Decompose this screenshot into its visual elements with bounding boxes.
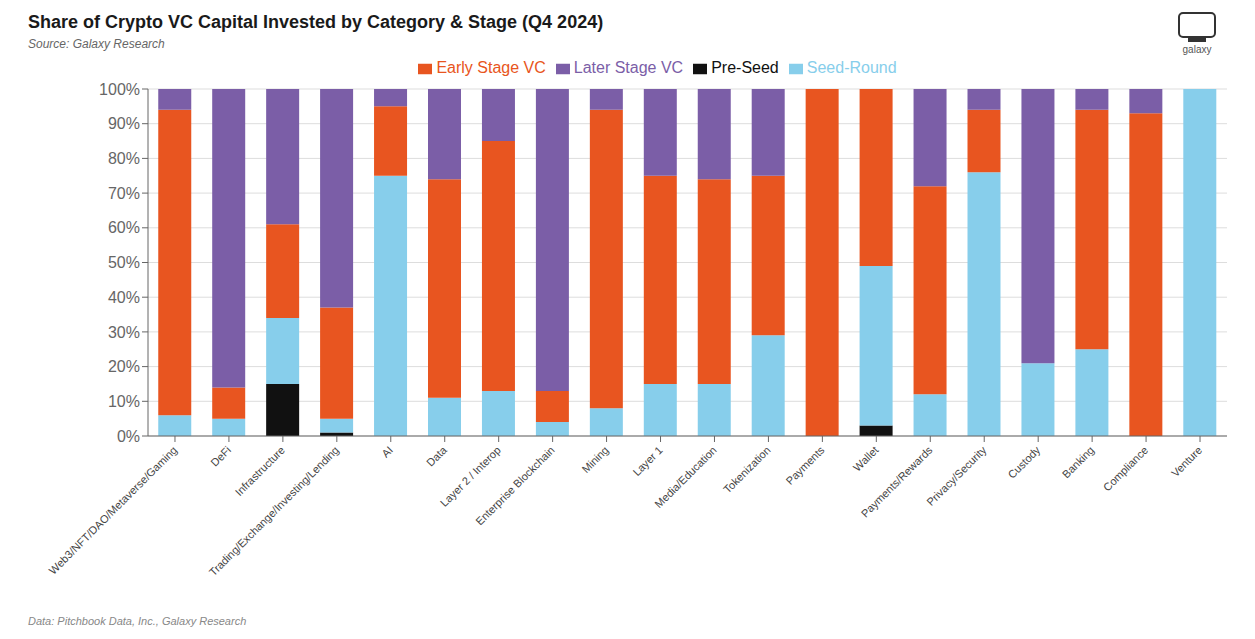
svg-text:Mining: Mining <box>579 444 610 475</box>
svg-text:Payments/Rewards: Payments/Rewards <box>859 443 935 519</box>
svg-text:Venture: Venture <box>1169 444 1204 479</box>
svg-text:Layer 1: Layer 1 <box>630 444 664 478</box>
svg-text:Web3/NFT/DAO/Metaverse/Gaming: Web3/NFT/DAO/Metaverse/Gaming <box>46 444 179 577</box>
svg-text:20%: 20% <box>108 358 140 375</box>
svg-text:Privacy/Security: Privacy/Security <box>924 443 989 508</box>
svg-text:Tokenization: Tokenization <box>721 444 773 496</box>
svg-text:40%: 40% <box>108 289 140 306</box>
svg-text:30%: 30% <box>108 324 140 341</box>
svg-text:70%: 70% <box>108 185 140 202</box>
html-text:Later Stage VC: Later Stage VC <box>573 59 684 76</box>
svg-text:60%: 60% <box>108 219 140 236</box>
svg-text:Data: Data <box>424 443 450 469</box>
svg-text:100%: 100% <box>99 81 140 98</box>
html-text:galaxy: galaxy <box>1182 44 1212 55</box>
html-text:Pre-Seed: Pre-Seed <box>711 59 779 76</box>
svg-text:80%: 80% <box>108 150 140 167</box>
svg-text:10%: 10% <box>108 393 140 410</box>
svg-text:90%: 90% <box>108 115 140 132</box>
svg-text:Wallet: Wallet <box>851 444 881 474</box>
svg-text:50%: 50% <box>108 254 140 271</box>
svg-text:Infrastructure: Infrastructure <box>233 444 287 498</box>
html-text:Early Stage VC: Early Stage VC <box>436 59 546 76</box>
svg-text:DeFi: DeFi <box>208 444 233 469</box>
html-text:Seed-Round: Seed-Round <box>806 59 897 76</box>
svg-text:Trading/Exchange/Investing/Len: Trading/Exchange/Investing/Lending <box>207 444 341 578</box>
svg-text:Banking: Banking <box>1060 444 1097 481</box>
svg-text:0%: 0% <box>117 428 140 445</box>
svg-text:AI: AI <box>379 444 395 460</box>
svg-text:Compliance: Compliance <box>1101 444 1151 494</box>
html-text:Share of Crypto VC Capital Inv: Share of Crypto VC Capital Invested by C… <box>28 12 604 32</box>
html-text:Source: Galaxy Research: Source: Galaxy Research <box>28 37 165 51</box>
svg-text:Payments: Payments <box>784 443 827 486</box>
svg-text:Media/Education: Media/Education <box>652 444 718 510</box>
svg-text:Enterprise Blockchain: Enterprise Blockchain <box>473 444 557 528</box>
svg-text:Custody: Custody <box>1005 443 1042 480</box>
html-text:Data: Pitchbook Data, Inc., Ga: Data: Pitchbook Data, Inc., Galaxy Resea… <box>28 615 247 627</box>
svg-text:Layer 2 / Interop: Layer 2 / Interop <box>437 443 503 509</box>
